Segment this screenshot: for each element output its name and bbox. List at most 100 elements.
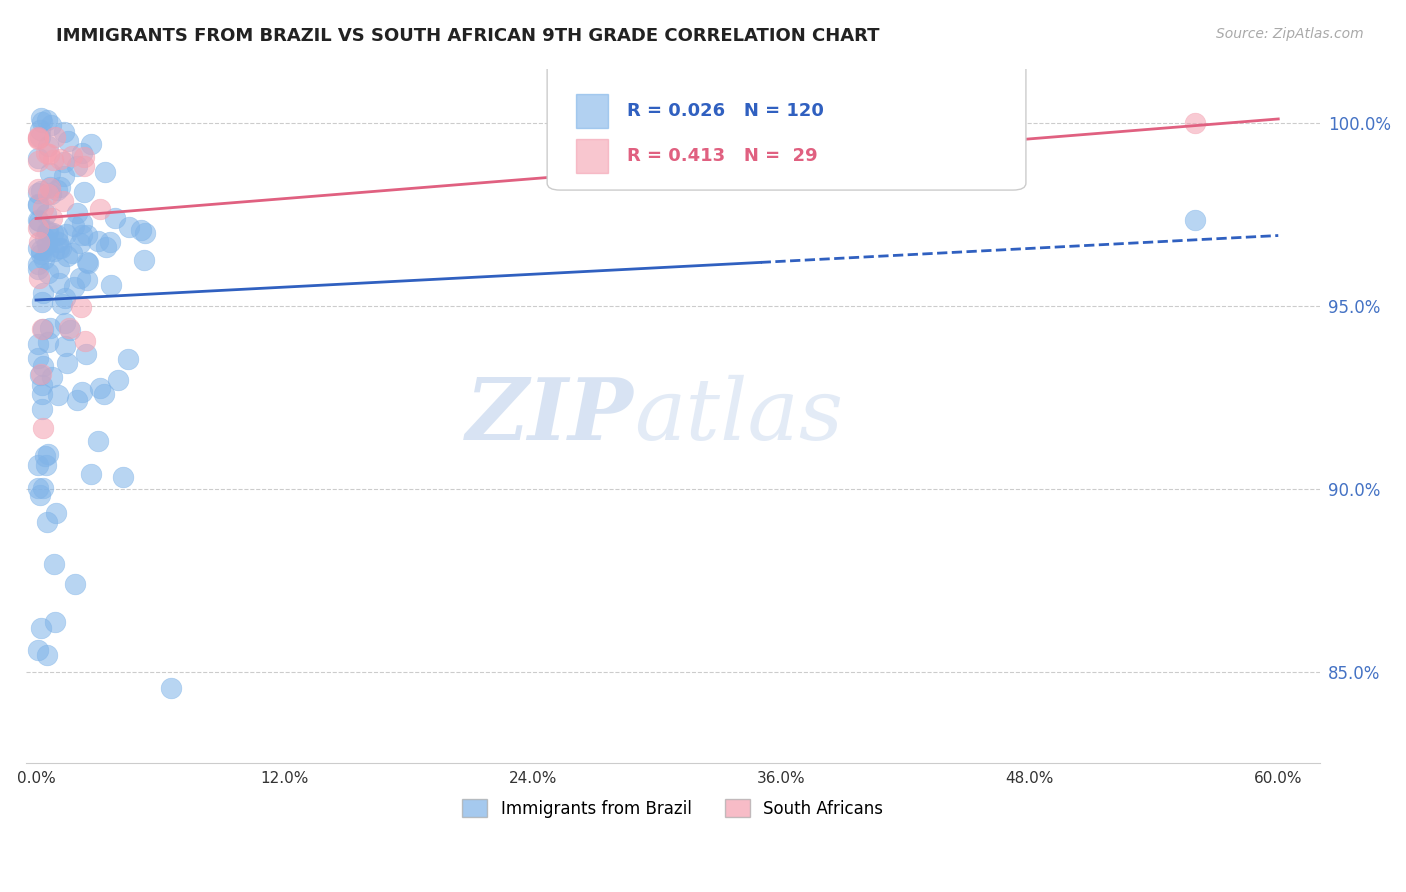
Point bbox=[27, 458, 49, 473]
Point bbox=[30, 621, 52, 635]
Point bbox=[52, 194, 75, 208]
Point bbox=[69, 235, 91, 250]
Point bbox=[35, 458, 58, 473]
Point bbox=[44, 615, 66, 629]
Point bbox=[63, 576, 86, 591]
Point bbox=[70, 216, 93, 230]
Point bbox=[37, 648, 59, 662]
Point bbox=[51, 297, 73, 311]
Point bbox=[35, 113, 58, 128]
Point bbox=[27, 351, 49, 365]
Point bbox=[35, 146, 58, 161]
Point bbox=[1184, 213, 1206, 227]
Text: Source: ZipAtlas.com: Source: ZipAtlas.com bbox=[1216, 27, 1364, 41]
Point bbox=[104, 211, 127, 225]
Point bbox=[53, 169, 76, 183]
Point bbox=[46, 227, 69, 242]
Point bbox=[76, 254, 98, 268]
Point bbox=[49, 241, 72, 255]
Point bbox=[49, 152, 72, 166]
Point bbox=[27, 213, 49, 227]
Point bbox=[28, 219, 51, 233]
Point bbox=[70, 228, 93, 243]
Point bbox=[37, 447, 59, 461]
Point bbox=[38, 165, 60, 179]
Point bbox=[76, 273, 98, 287]
Point bbox=[32, 322, 55, 336]
Point bbox=[93, 387, 115, 401]
Point bbox=[66, 393, 89, 408]
Point bbox=[87, 434, 110, 449]
Point bbox=[27, 182, 49, 196]
Text: IMMIGRANTS FROM BRAZIL VS SOUTH AFRICAN 9TH GRADE CORRELATION CHART: IMMIGRANTS FROM BRAZIL VS SOUTH AFRICAN … bbox=[56, 27, 880, 45]
Point bbox=[41, 369, 63, 384]
Point bbox=[38, 179, 60, 194]
Point bbox=[31, 294, 53, 309]
Point bbox=[42, 153, 65, 167]
Point bbox=[55, 316, 77, 330]
Point bbox=[27, 643, 49, 657]
Point bbox=[28, 488, 51, 502]
Point bbox=[44, 130, 66, 145]
Point bbox=[72, 384, 94, 399]
Point bbox=[70, 145, 93, 160]
Point bbox=[27, 132, 49, 146]
Point bbox=[87, 234, 110, 248]
Point bbox=[37, 224, 59, 238]
Point bbox=[31, 386, 53, 401]
Point bbox=[76, 227, 98, 242]
Point bbox=[30, 184, 52, 198]
Point bbox=[46, 235, 69, 250]
Point bbox=[70, 300, 93, 314]
Point bbox=[48, 388, 70, 402]
Point bbox=[52, 154, 75, 169]
Point bbox=[49, 180, 72, 194]
Point bbox=[38, 181, 60, 195]
Point bbox=[89, 202, 111, 216]
Point bbox=[35, 237, 58, 252]
Point bbox=[94, 165, 117, 179]
Point bbox=[30, 367, 52, 381]
Point bbox=[129, 223, 152, 237]
Point bbox=[39, 118, 62, 132]
Point bbox=[37, 186, 59, 201]
Point bbox=[31, 115, 53, 129]
Point bbox=[37, 244, 59, 259]
Point bbox=[48, 261, 70, 276]
Point bbox=[56, 356, 79, 370]
Point bbox=[34, 231, 56, 245]
Point bbox=[32, 481, 55, 495]
Text: ZIP: ZIP bbox=[465, 374, 634, 458]
Point bbox=[37, 138, 59, 153]
Point bbox=[28, 123, 51, 137]
Point bbox=[53, 291, 76, 305]
Point bbox=[27, 198, 49, 212]
Point bbox=[73, 159, 96, 173]
Point bbox=[63, 219, 86, 233]
Point bbox=[27, 130, 49, 145]
Point bbox=[59, 323, 82, 337]
Point bbox=[112, 469, 135, 483]
Text: atlas: atlas bbox=[634, 375, 844, 458]
Point bbox=[134, 226, 156, 240]
Point bbox=[32, 359, 55, 373]
Point bbox=[28, 235, 51, 250]
Point bbox=[37, 515, 59, 529]
Point bbox=[41, 211, 63, 225]
Point bbox=[27, 337, 49, 351]
FancyBboxPatch shape bbox=[547, 41, 1026, 190]
Point bbox=[48, 241, 70, 255]
Point bbox=[73, 186, 96, 200]
Point bbox=[35, 226, 58, 240]
Point bbox=[28, 130, 51, 145]
Point bbox=[32, 201, 55, 215]
Point bbox=[107, 373, 129, 387]
Point bbox=[60, 245, 83, 260]
Point bbox=[32, 421, 55, 435]
Point bbox=[98, 235, 121, 249]
Point bbox=[27, 257, 49, 271]
Point bbox=[27, 197, 49, 211]
Text: R = 0.413   N =  29: R = 0.413 N = 29 bbox=[627, 147, 818, 165]
Bar bbox=[575, 95, 607, 128]
Point bbox=[42, 226, 65, 240]
